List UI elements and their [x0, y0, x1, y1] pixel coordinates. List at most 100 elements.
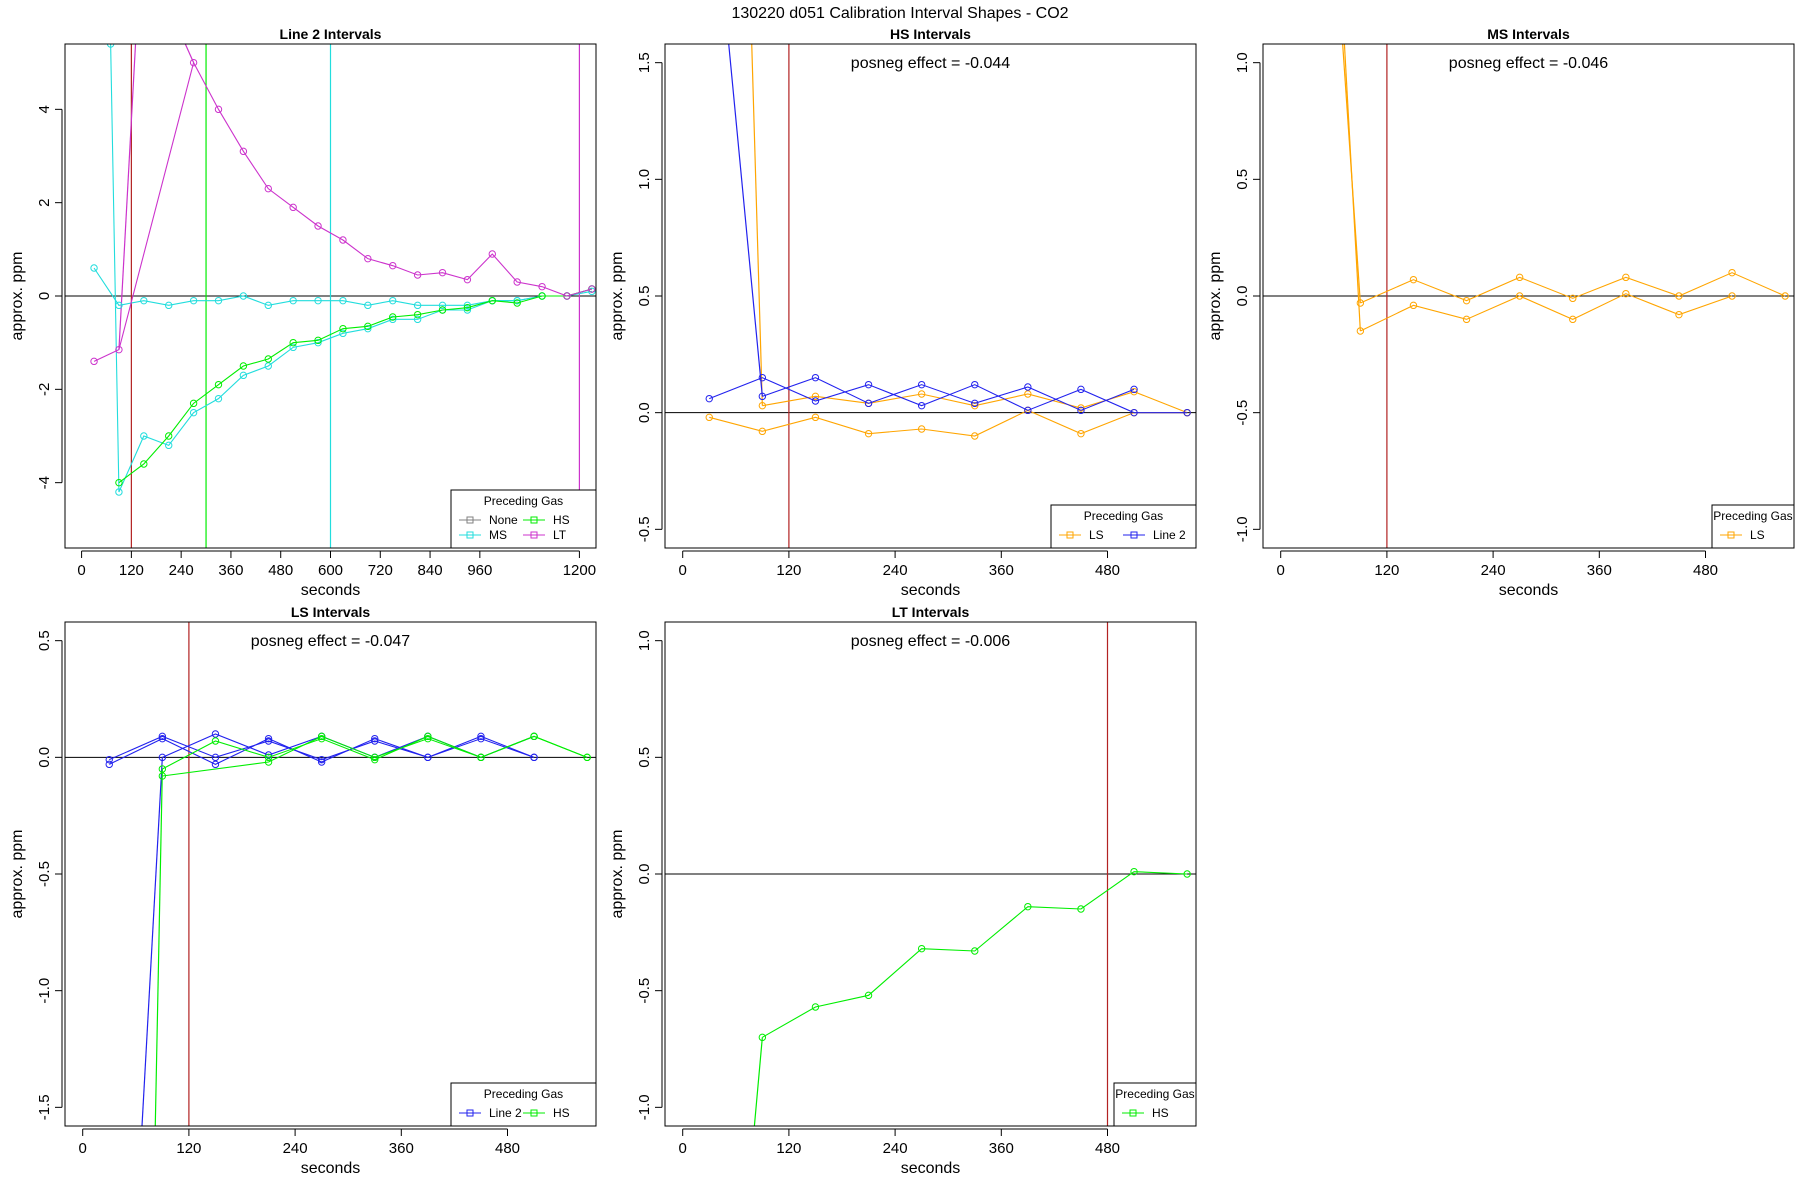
data-point — [317, 758, 326, 766]
data-point — [917, 944, 926, 953]
data-point — [864, 399, 873, 408]
data-point — [438, 301, 447, 310]
data-point — [463, 301, 472, 310]
data-point — [1675, 310, 1683, 319]
data-point — [513, 278, 521, 286]
data-point — [371, 755, 379, 764]
data-point — [917, 401, 926, 410]
x-tick-label: 240 — [169, 562, 194, 579]
data-point — [165, 432, 173, 440]
data-point — [488, 296, 496, 305]
data-point — [1077, 404, 1085, 412]
data-point — [424, 734, 432, 743]
data-point — [389, 313, 397, 321]
connector-line — [118, 44, 137, 350]
series-line — [1360, 272, 1786, 304]
data-point — [413, 310, 422, 319]
data-point — [264, 737, 273, 745]
plot-frame — [64, 43, 597, 549]
data-point — [106, 44, 115, 48]
legend: Preceding Gas None HS MS LT — [450, 489, 597, 549]
data-point — [1183, 408, 1191, 417]
y-tick-label: -1.0 — [636, 1094, 653, 1120]
legend-label: Line 2 — [489, 1106, 522, 1120]
data-point — [811, 1003, 820, 1011]
legend-swatch-marker — [466, 531, 474, 539]
y-axis-label: approx. ppm — [1207, 252, 1224, 341]
x-tick-label: 360 — [989, 562, 1014, 579]
data-point — [971, 380, 979, 389]
data-point — [583, 753, 591, 762]
legend-label: MS — [489, 528, 507, 542]
data-point — [371, 753, 379, 762]
data-point — [1569, 315, 1577, 324]
legend-entry-hs: HS — [523, 1106, 570, 1120]
data-point — [477, 734, 485, 743]
y-tick-label: 1.5 — [636, 52, 653, 73]
y-tick-label: -0.5 — [1234, 400, 1251, 426]
data-point — [189, 399, 198, 408]
data-point — [1356, 327, 1365, 335]
data-point — [811, 397, 820, 405]
data-point — [317, 734, 326, 743]
y-axis: -1.5 -1.0 -0.5 0.0 0.5 approx. ppm — [9, 630, 63, 1120]
connector-line — [753, 1037, 763, 1126]
figure-title: 130220 d051 Calibration Interval Shapes … — [731, 5, 1068, 22]
series-line-2 — [105, 732, 538, 764]
data-point — [811, 392, 820, 401]
legend: Preceding Gas Line 2 HS — [450, 1082, 597, 1127]
plot-area — [665, 44, 1196, 548]
data-point — [864, 991, 873, 1000]
connector-line — [154, 768, 163, 1126]
x-tick-label: 480 — [495, 1140, 520, 1157]
x-tick-label: 0 — [77, 562, 85, 579]
x-tick-label: 480 — [1095, 562, 1120, 579]
data-point — [211, 730, 220, 738]
legend-title: Preceding Gas — [1115, 1087, 1194, 1101]
x-tick-label: 240 — [883, 562, 908, 579]
x-axis: 0 120 240 360 480 600 720 840 960 1200 seconds — [77, 550, 596, 599]
data-point — [140, 460, 148, 468]
data-point — [758, 401, 767, 410]
y-axis: -1.0 -0.5 0.0 0.5 1.0 approx. ppm — [1207, 52, 1261, 542]
series-line-2 — [758, 373, 1138, 415]
data-point — [438, 306, 447, 314]
x-tick-label: 240 — [883, 1140, 908, 1157]
series-hs — [115, 285, 596, 487]
data-point — [115, 478, 123, 487]
data-point — [1569, 294, 1577, 303]
data-point — [811, 413, 820, 422]
data-point — [364, 254, 372, 263]
legend-swatch-marker — [466, 1109, 474, 1117]
data-point — [339, 296, 347, 305]
y-tick-label: -0.5 — [636, 978, 653, 1004]
y-tick-label: -2 — [36, 383, 53, 396]
connector-line — [141, 757, 163, 1126]
data-point — [165, 441, 173, 450]
series-line — [109, 735, 535, 765]
legend: Preceding Gas LS Line 2 — [1050, 504, 1197, 549]
y-tick-label: 0.5 — [1234, 169, 1251, 190]
y-tick-label: 1.0 — [636, 630, 653, 651]
data-point — [115, 345, 123, 354]
x-tick-label: 840 — [418, 562, 443, 579]
data-point — [239, 371, 248, 380]
data-point — [1130, 867, 1138, 876]
x-tick-label: 240 — [1481, 562, 1506, 579]
data-point — [158, 753, 167, 762]
plot-area — [665, 622, 1196, 1126]
y-axis: -4 -2 0 2 4 approx. ppm — [9, 105, 63, 489]
legend-title: Preceding Gas — [1713, 509, 1792, 523]
legend-box — [450, 489, 597, 549]
data-point — [438, 268, 447, 277]
plot-area — [65, 44, 596, 548]
data-point — [864, 380, 873, 389]
y-tick-label: 0 — [36, 292, 53, 300]
panel-ms: MS Intervals 0 120 240 360 480 seconds -1.0 -0.5… — [1207, 26, 1795, 599]
data-point — [264, 751, 273, 759]
x-axis: 0 120 240 360 480 seconds — [679, 550, 1120, 599]
x-tick-label: 360 — [989, 1140, 1014, 1157]
x-tick-label: 960 — [467, 562, 492, 579]
data-point — [758, 427, 767, 436]
data-point — [513, 299, 521, 307]
